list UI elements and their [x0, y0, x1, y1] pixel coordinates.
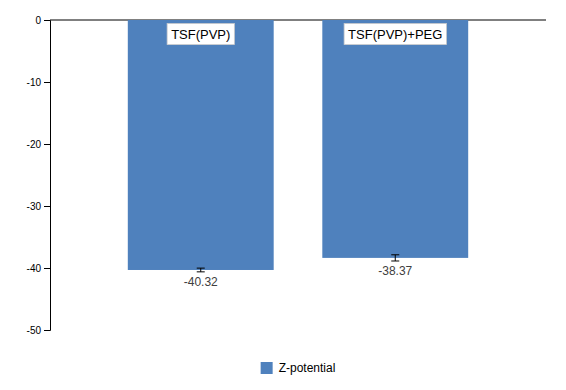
category-label: TSF(PVP)	[171, 27, 230, 42]
axis-line	[50, 20, 546, 21]
category-label-box	[167, 24, 234, 45]
bar	[128, 20, 274, 270]
axis-line	[44, 21, 51, 331]
tick: -30	[27, 201, 50, 212]
data-label: -38.37	[378, 264, 412, 278]
error-bar-line	[395, 255, 396, 261]
bar	[322, 20, 468, 258]
tick: 0	[35, 15, 50, 26]
tick-label: -50	[27, 325, 42, 336]
error-bar	[391, 255, 399, 261]
tick-mark	[44, 82, 50, 83]
category-label-group: TSF(PVP)	[167, 24, 234, 45]
tick-mark	[44, 206, 50, 207]
plot: 0 -10 -20 -30 -40 -50 -40.32 -38.37 TSF(PVP) TSF(…	[27, 15, 546, 336]
tick-label: -10	[27, 77, 42, 88]
error-bar	[197, 268, 205, 272]
category-label: TSF(PVP)+PEG	[348, 27, 442, 42]
tick-mark	[44, 20, 50, 21]
chart-svg: 0 -10 -20 -30 -40 -50 -40.32 -38.37 TSF(PVP) TSF(…	[0, 0, 566, 390]
tick-label: -30	[27, 201, 42, 212]
tick: -40	[27, 263, 50, 274]
error-bar-line	[200, 268, 201, 272]
labels: -40.32 -38.37 TSF(PVP) TSF(PVP)+PEG	[167, 24, 446, 289]
legend-label: Z-potential	[279, 361, 336, 375]
tick-label: 0	[35, 15, 41, 26]
tick: -20	[27, 139, 50, 150]
category-label-box	[344, 24, 446, 45]
error-bar-cap	[391, 254, 399, 255]
error-bar-cap	[197, 271, 205, 272]
tick-label: -20	[27, 139, 42, 150]
legend-item: Z-potential	[261, 361, 336, 375]
tick-mark	[44, 330, 50, 331]
error-bar-cap	[197, 268, 205, 269]
tick: -50	[27, 325, 50, 336]
category-label-group: TSF(PVP)+PEG	[344, 24, 446, 45]
chart-container: 0 -10 -20 -30 -40 -50 -40.32 -38.37 TSF(PVP) TSF(…	[0, 0, 566, 390]
y-axis: 0 -10 -20 -30 -40 -50	[27, 15, 51, 336]
tick: -10	[27, 77, 50, 88]
tick-label: -40	[27, 263, 42, 274]
error-bar-cap	[391, 260, 399, 261]
legend-swatch	[261, 362, 273, 374]
legend: Z-potential	[261, 361, 336, 375]
marks	[128, 20, 468, 272]
tick-mark	[44, 144, 50, 145]
tick-mark	[44, 268, 50, 269]
data-label: -40.32	[184, 275, 218, 289]
